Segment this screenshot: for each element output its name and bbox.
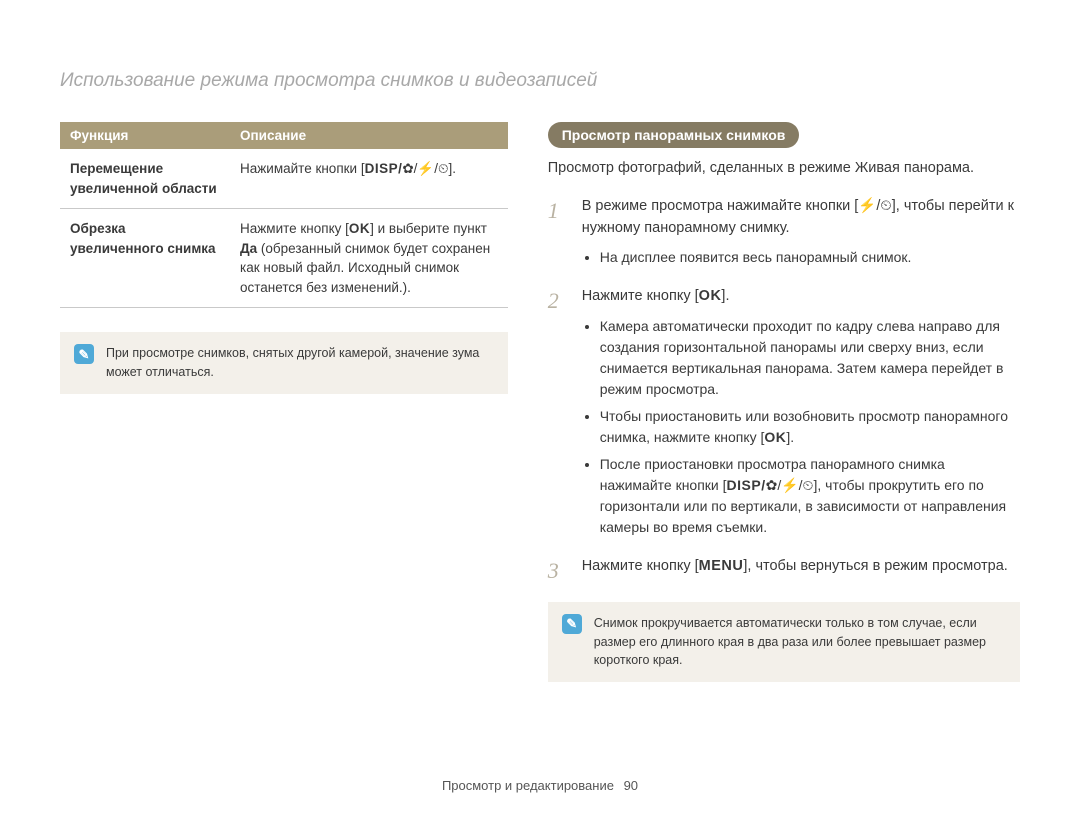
steps-list: В режиме просмотра нажимайте кнопки [⚡/⏲… — [548, 196, 1020, 578]
txt: В режиме просмотра нажимайте кнопки [ — [582, 198, 859, 214]
bold-yes: Да — [240, 241, 257, 256]
txt: Нажмите кнопку [ — [582, 558, 699, 574]
fn-name-move: Перемещение увеличенной области — [60, 149, 230, 209]
txt: Чтобы приостановить или возобновить прос… — [600, 408, 1008, 445]
note-left-text: При просмотре снимков, снятых другой кам… — [106, 344, 494, 382]
footer-page: 90 — [624, 778, 638, 793]
page-title: Использование режима просмотра снимков и… — [60, 70, 1020, 92]
menu-label: MENU — [699, 558, 744, 574]
step-2-sub3: После приостановки просмотра панорамного… — [600, 454, 1020, 538]
txt: (обрезанный снимок будет сохранен как но… — [240, 241, 490, 295]
txt: ]. — [721, 288, 729, 304]
th-description: Описание — [230, 122, 508, 149]
txt: ]. — [449, 161, 457, 176]
fn-desc-crop: Нажмите кнопку [OK] и выберите пункт Да … — [230, 209, 508, 308]
info-icon: ✎ — [562, 614, 582, 634]
nav-icons: ⚡/⏲ — [858, 196, 891, 218]
nav-icons: ✿/⚡/⏲ — [402, 159, 448, 179]
table-row: Обрезка увеличенного снимка Нажмите кноп… — [60, 209, 508, 308]
nav-icons: ✿/⚡/⏲ — [766, 475, 814, 496]
txt: ] и выберите пункт — [370, 221, 487, 236]
txt: Нажимайте кнопки [ — [240, 161, 365, 176]
fn-desc-move: Нажимайте кнопки [DISP/✿/⚡/⏲]. — [230, 149, 508, 209]
function-table: Функция Описание Перемещение увеличенной… — [60, 122, 508, 308]
footer: Просмотр и редактирование 90 — [0, 778, 1080, 793]
section-heading-pill: Просмотр панорамных снимков — [548, 122, 800, 148]
intro-text: Просмотр фотографий, сделанных в режиме … — [548, 158, 1020, 180]
table-row: Перемещение увеличенной области Нажимайт… — [60, 149, 508, 209]
info-icon: ✎ — [74, 344, 94, 364]
note-left: ✎ При просмотре снимков, снятых другой к… — [60, 332, 508, 394]
fn-name-crop: Обрезка увеличенного снимка — [60, 209, 230, 308]
ok-label: OK — [764, 429, 786, 445]
step-2-sub2: Чтобы приостановить или возобновить прос… — [600, 406, 1020, 448]
step-3: Нажмите кнопку [MENU], чтобы вернуться в… — [548, 556, 1020, 578]
ok-label: OK — [349, 221, 370, 236]
step-2-sub1: Камера автоматически проходит по кадру с… — [600, 316, 1020, 400]
footer-section: Просмотр и редактирование — [442, 778, 614, 793]
step-2: Нажмите кнопку [OK]. Камера автоматическ… — [548, 286, 1020, 538]
note-right-text: Снимок прокручивается автоматически толь… — [594, 614, 1006, 670]
note-right: ✎ Снимок прокручивается автоматически то… — [548, 602, 1020, 682]
txt: Нажмите кнопку [ — [582, 288, 699, 304]
th-function: Функция — [60, 122, 230, 149]
txt: ]. — [786, 429, 794, 445]
disp-label: DISP/ — [365, 161, 403, 176]
step-1: В режиме просмотра нажимайте кнопки [⚡/⏲… — [548, 196, 1020, 269]
step-1-sub: На дисплее появится весь панорамный сним… — [600, 247, 1020, 268]
txt: ], чтобы вернуться в режим просмотра. — [743, 558, 1007, 574]
txt: Нажмите кнопку [ — [240, 221, 349, 236]
ok-label: OK — [699, 288, 722, 304]
disp-label: DISP/ — [727, 477, 766, 493]
